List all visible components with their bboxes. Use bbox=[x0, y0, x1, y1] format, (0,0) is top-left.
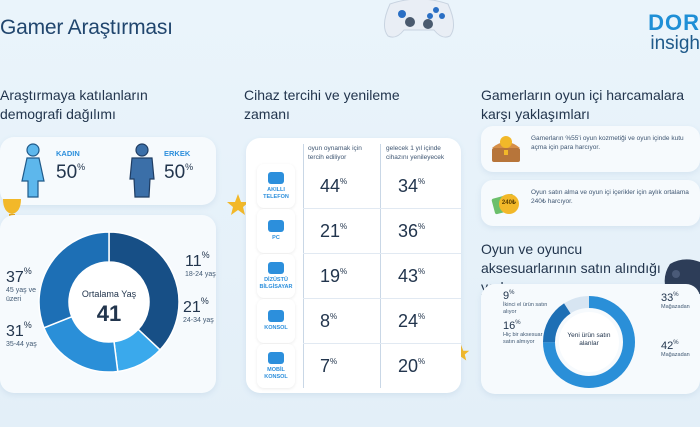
device-name: KONSOL bbox=[264, 325, 288, 331]
spending-heading: Gamerların oyun içi harcamalara karşı ya… bbox=[481, 87, 685, 122]
device-row: PC 21% 36% bbox=[246, 209, 461, 254]
device-name: MOBİL KONSOL bbox=[264, 366, 288, 380]
device-renew-value: 34% bbox=[398, 176, 426, 196]
places-donut-chart bbox=[543, 296, 635, 388]
money-badge-text: 240₺ bbox=[501, 200, 517, 206]
money-badge-icon: 240₺ bbox=[489, 186, 523, 220]
male-percent: 50% bbox=[164, 162, 194, 183]
col-header-renew: gelecek 1 yıl içinde cihazını yenileyece… bbox=[386, 145, 445, 161]
device-renew-value: 24% bbox=[398, 311, 426, 331]
female-icon bbox=[20, 143, 46, 204]
places-item-secondhand: 9% İkinci el ürün satın alıyor bbox=[503, 290, 548, 315]
device-icon: DİZÜSTÜ BİLGİSAYAR bbox=[257, 254, 295, 298]
device-row: DİZÜSTÜ BİLGİSAYAR 19% 43% bbox=[246, 254, 461, 299]
star-icon bbox=[226, 193, 250, 222]
devices-heading: Cihaz tercihi ve yenileme zamanı bbox=[244, 87, 400, 122]
brand-line2: insigh bbox=[650, 33, 700, 54]
game-controller-icon bbox=[380, 0, 458, 42]
places-card: Yeni ürün satın alanlar 9% İkinci el ürü… bbox=[481, 284, 700, 394]
device-icon: AKILLI TELEFON bbox=[257, 164, 295, 208]
device-preferred-value: 7% bbox=[320, 356, 338, 376]
device-icon: PC bbox=[257, 209, 295, 253]
places-item-store-1: 33% Mağazadan bbox=[661, 292, 690, 310]
female-percent: 50% bbox=[56, 162, 86, 183]
places-item-store-2: 42% Mağazadan bbox=[661, 340, 690, 358]
device-name: AKILLI TELEFON bbox=[263, 186, 289, 200]
device-row: AKILLI TELEFON 44% 34% bbox=[246, 164, 461, 209]
age-seg-24-34: 21% 24-34 yaş bbox=[183, 296, 214, 325]
device-preferred-value: 44% bbox=[320, 176, 348, 196]
spending-card-2: 240₺ Oyun satın alma ve oyun içi içerikl… bbox=[481, 180, 700, 226]
age-seg-35-44: 31% 35-44 yaş bbox=[6, 320, 37, 349]
spending-card-1: Gamerların %55'i oyun kozmetiği ve oyun … bbox=[481, 126, 700, 172]
age-center-value: 41 bbox=[96, 301, 122, 326]
device-name: PC bbox=[272, 235, 280, 241]
col-header-preferred: oyun oynamak için tercih ediliyor bbox=[308, 145, 362, 161]
treasure-chest-icon bbox=[489, 132, 523, 171]
demographics-heading: Araştırmaya katılanların demografi dağıl… bbox=[0, 87, 148, 122]
device-name: DİZÜSTÜ BİLGİSAYAR bbox=[259, 276, 293, 290]
donut-segment bbox=[108, 231, 180, 351]
spending-text-1: Gamerların %55'i oyun kozmetiği ve oyun … bbox=[531, 135, 684, 151]
device-renew-value: 36% bbox=[398, 221, 426, 241]
device-row: KONSOL 8% 24% bbox=[246, 299, 461, 344]
brand-line1: DOR bbox=[648, 10, 700, 35]
device-preferred-value: 8% bbox=[320, 311, 338, 331]
age-card: Ortalama Yaş 41 37% 45 yaş ve üzeri 11% … bbox=[0, 215, 216, 393]
brand-logo: DOR insigh bbox=[648, 10, 700, 54]
spending-text-2: Oyun satın alma ve oyun içi içerikler iç… bbox=[531, 189, 689, 205]
device-renew-value: 43% bbox=[398, 266, 426, 286]
device-preferred-value: 21% bbox=[320, 221, 348, 241]
device-renew-value: 20% bbox=[398, 356, 426, 376]
page-title: Gamer Araştırması bbox=[0, 16, 173, 39]
male-icon bbox=[128, 143, 156, 204]
age-seg-18-24: 11% 18-24 yaş bbox=[185, 250, 216, 279]
device-icon: KONSOL bbox=[257, 299, 295, 343]
device-table: oyun oynamak için tercih ediliyor gelece… bbox=[246, 138, 461, 393]
device-icon: MOBİL KONSOL bbox=[257, 344, 295, 388]
places-item-none: 16% Hiç bir aksesuar satın almıyor bbox=[503, 320, 543, 345]
gender-card: KADIN 50% ERKEK 50% bbox=[0, 137, 216, 205]
female-label: KADIN bbox=[56, 149, 80, 158]
device-preferred-value: 19% bbox=[320, 266, 348, 286]
age-seg-45plus: 37% 45 yaş ve üzeri bbox=[6, 266, 36, 304]
male-label: ERKEK bbox=[164, 149, 191, 158]
age-donut-chart bbox=[38, 231, 180, 373]
places-center-label: Yeni ürün satın alanlar bbox=[567, 332, 611, 347]
age-center-label: Ortalama Yaş bbox=[81, 289, 137, 299]
device-row: MOBİL KONSOL 7% 20% bbox=[246, 344, 461, 389]
